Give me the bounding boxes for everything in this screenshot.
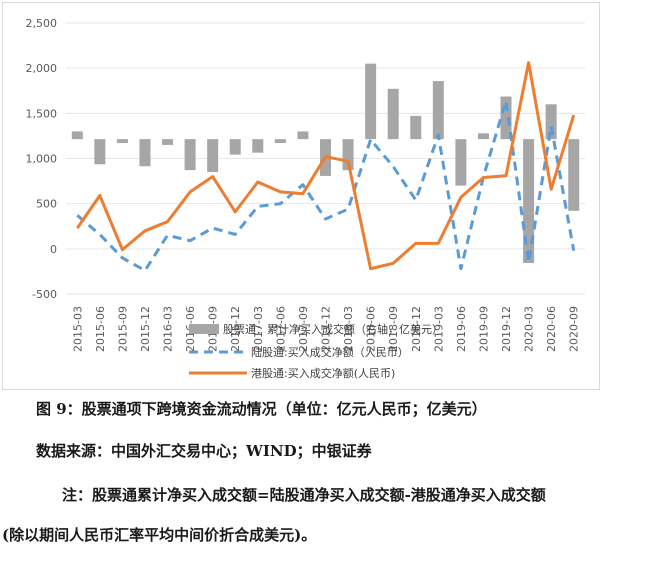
x-tick-label: 2015-12: [139, 306, 152, 352]
bar: [523, 139, 535, 264]
bar: [252, 139, 264, 153]
bar: [139, 139, 151, 167]
bar: [116, 139, 128, 144]
x-tick-label: 2017-03: [252, 306, 265, 352]
series-line-dashed: [76, 99, 576, 272]
bar: [229, 139, 241, 155]
x-tick-label: 2015-06: [94, 306, 107, 352]
bar: [455, 139, 467, 186]
x-tick-label: 2017-12: [320, 306, 333, 352]
bar: [365, 63, 377, 140]
x-tick-label: 2017-09: [297, 306, 310, 352]
bar: [94, 139, 106, 165]
bar: [71, 131, 83, 140]
x-tick-label: 2018-09: [387, 306, 400, 352]
x-tick-label: 2017-06: [274, 306, 287, 352]
bar: [410, 115, 422, 140]
legend-label: 陆股通:买入成交净额（人民币）: [251, 345, 409, 359]
chart-svg: 2,5002,0001,5001,0005000-5003002001000-1…: [26, 17, 585, 380]
figure-title: 图 9：股票通项下跨境资金流动情况（单位：亿元人民币；亿美元）: [36, 400, 487, 418]
x-tick-label: 2019-09: [477, 306, 490, 352]
x-tick-label: 2019-06: [455, 306, 468, 352]
bar: [432, 81, 444, 140]
chart-frame: 2,5002,0001,5001,0005000-5003002001000-1…: [2, 2, 600, 390]
y-left-tick-label: -500: [32, 288, 57, 301]
data-source: 数据来源：中国外汇交易中心；WIND；中银证券: [36, 442, 372, 460]
y-left-tick-label: 2,000: [26, 62, 58, 75]
x-tick-label: 2015-03: [71, 306, 84, 352]
x-tick-label: 2020-09: [568, 306, 581, 352]
y-left-tick-label: 500: [36, 198, 57, 211]
x-tick-label: 2020-06: [545, 306, 558, 352]
bar: [568, 139, 580, 211]
x-tick-label: 2020-03: [523, 306, 536, 352]
x-tick-label: 2019-12: [500, 306, 513, 352]
bar: [207, 139, 219, 173]
note-line-2: (除以期间人民币汇率平均中间价折合成美元)。: [2, 526, 317, 544]
bar: [297, 131, 309, 140]
y-left-tick-label: 0: [50, 243, 57, 256]
bar: [342, 139, 354, 171]
bar: [545, 104, 557, 140]
y-left-tick-label: 1,500: [26, 107, 58, 120]
x-tick-label: 2018-03: [342, 306, 355, 352]
x-tick-label: 2018-12: [410, 306, 423, 352]
x-tick-label: 2016-12: [229, 306, 242, 352]
bar: [387, 88, 399, 140]
bar: [184, 139, 196, 171]
x-tick-label: 2019-03: [432, 306, 445, 352]
bar: [500, 96, 512, 140]
series-line-solid: [76, 61, 576, 271]
x-tick-label: 2015-09: [116, 306, 129, 352]
bar: [477, 133, 489, 140]
y-left-tick-label: 2,500: [26, 17, 58, 30]
legend-label: 港股通:买入成交净额(人民币): [251, 366, 395, 380]
bar: [162, 139, 174, 145]
bar: [274, 139, 286, 144]
legend-swatch: [189, 324, 219, 334]
y-left-tick-label: 1,000: [26, 153, 58, 166]
note-line-1: 注：股票通累计净买入成交额=陆股通净买入成交额-港股通净买入成交额: [62, 486, 546, 504]
legend-label: 股票通：累计净买入成交额（右轴，亿美元）: [223, 322, 443, 336]
x-tick-label: 2018-06: [365, 306, 378, 352]
x-tick-label: 2016-03: [162, 306, 175, 352]
